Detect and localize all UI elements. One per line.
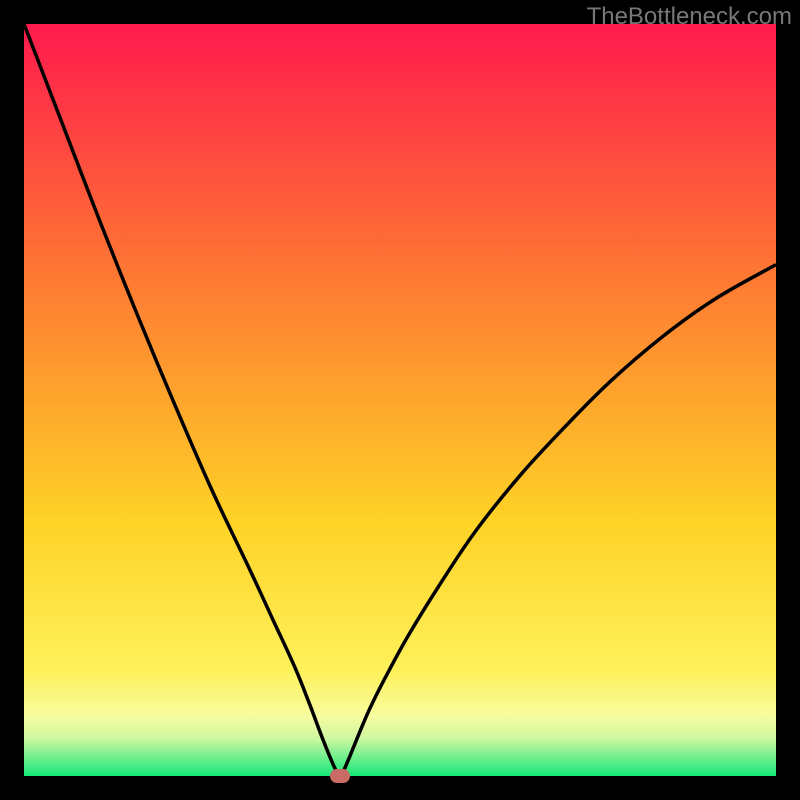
curve-path	[24, 24, 776, 776]
sweet-spot-marker	[330, 769, 350, 783]
bottleneck-curve	[0, 0, 800, 800]
chart-frame: TheBottleneck.com	[0, 0, 800, 800]
